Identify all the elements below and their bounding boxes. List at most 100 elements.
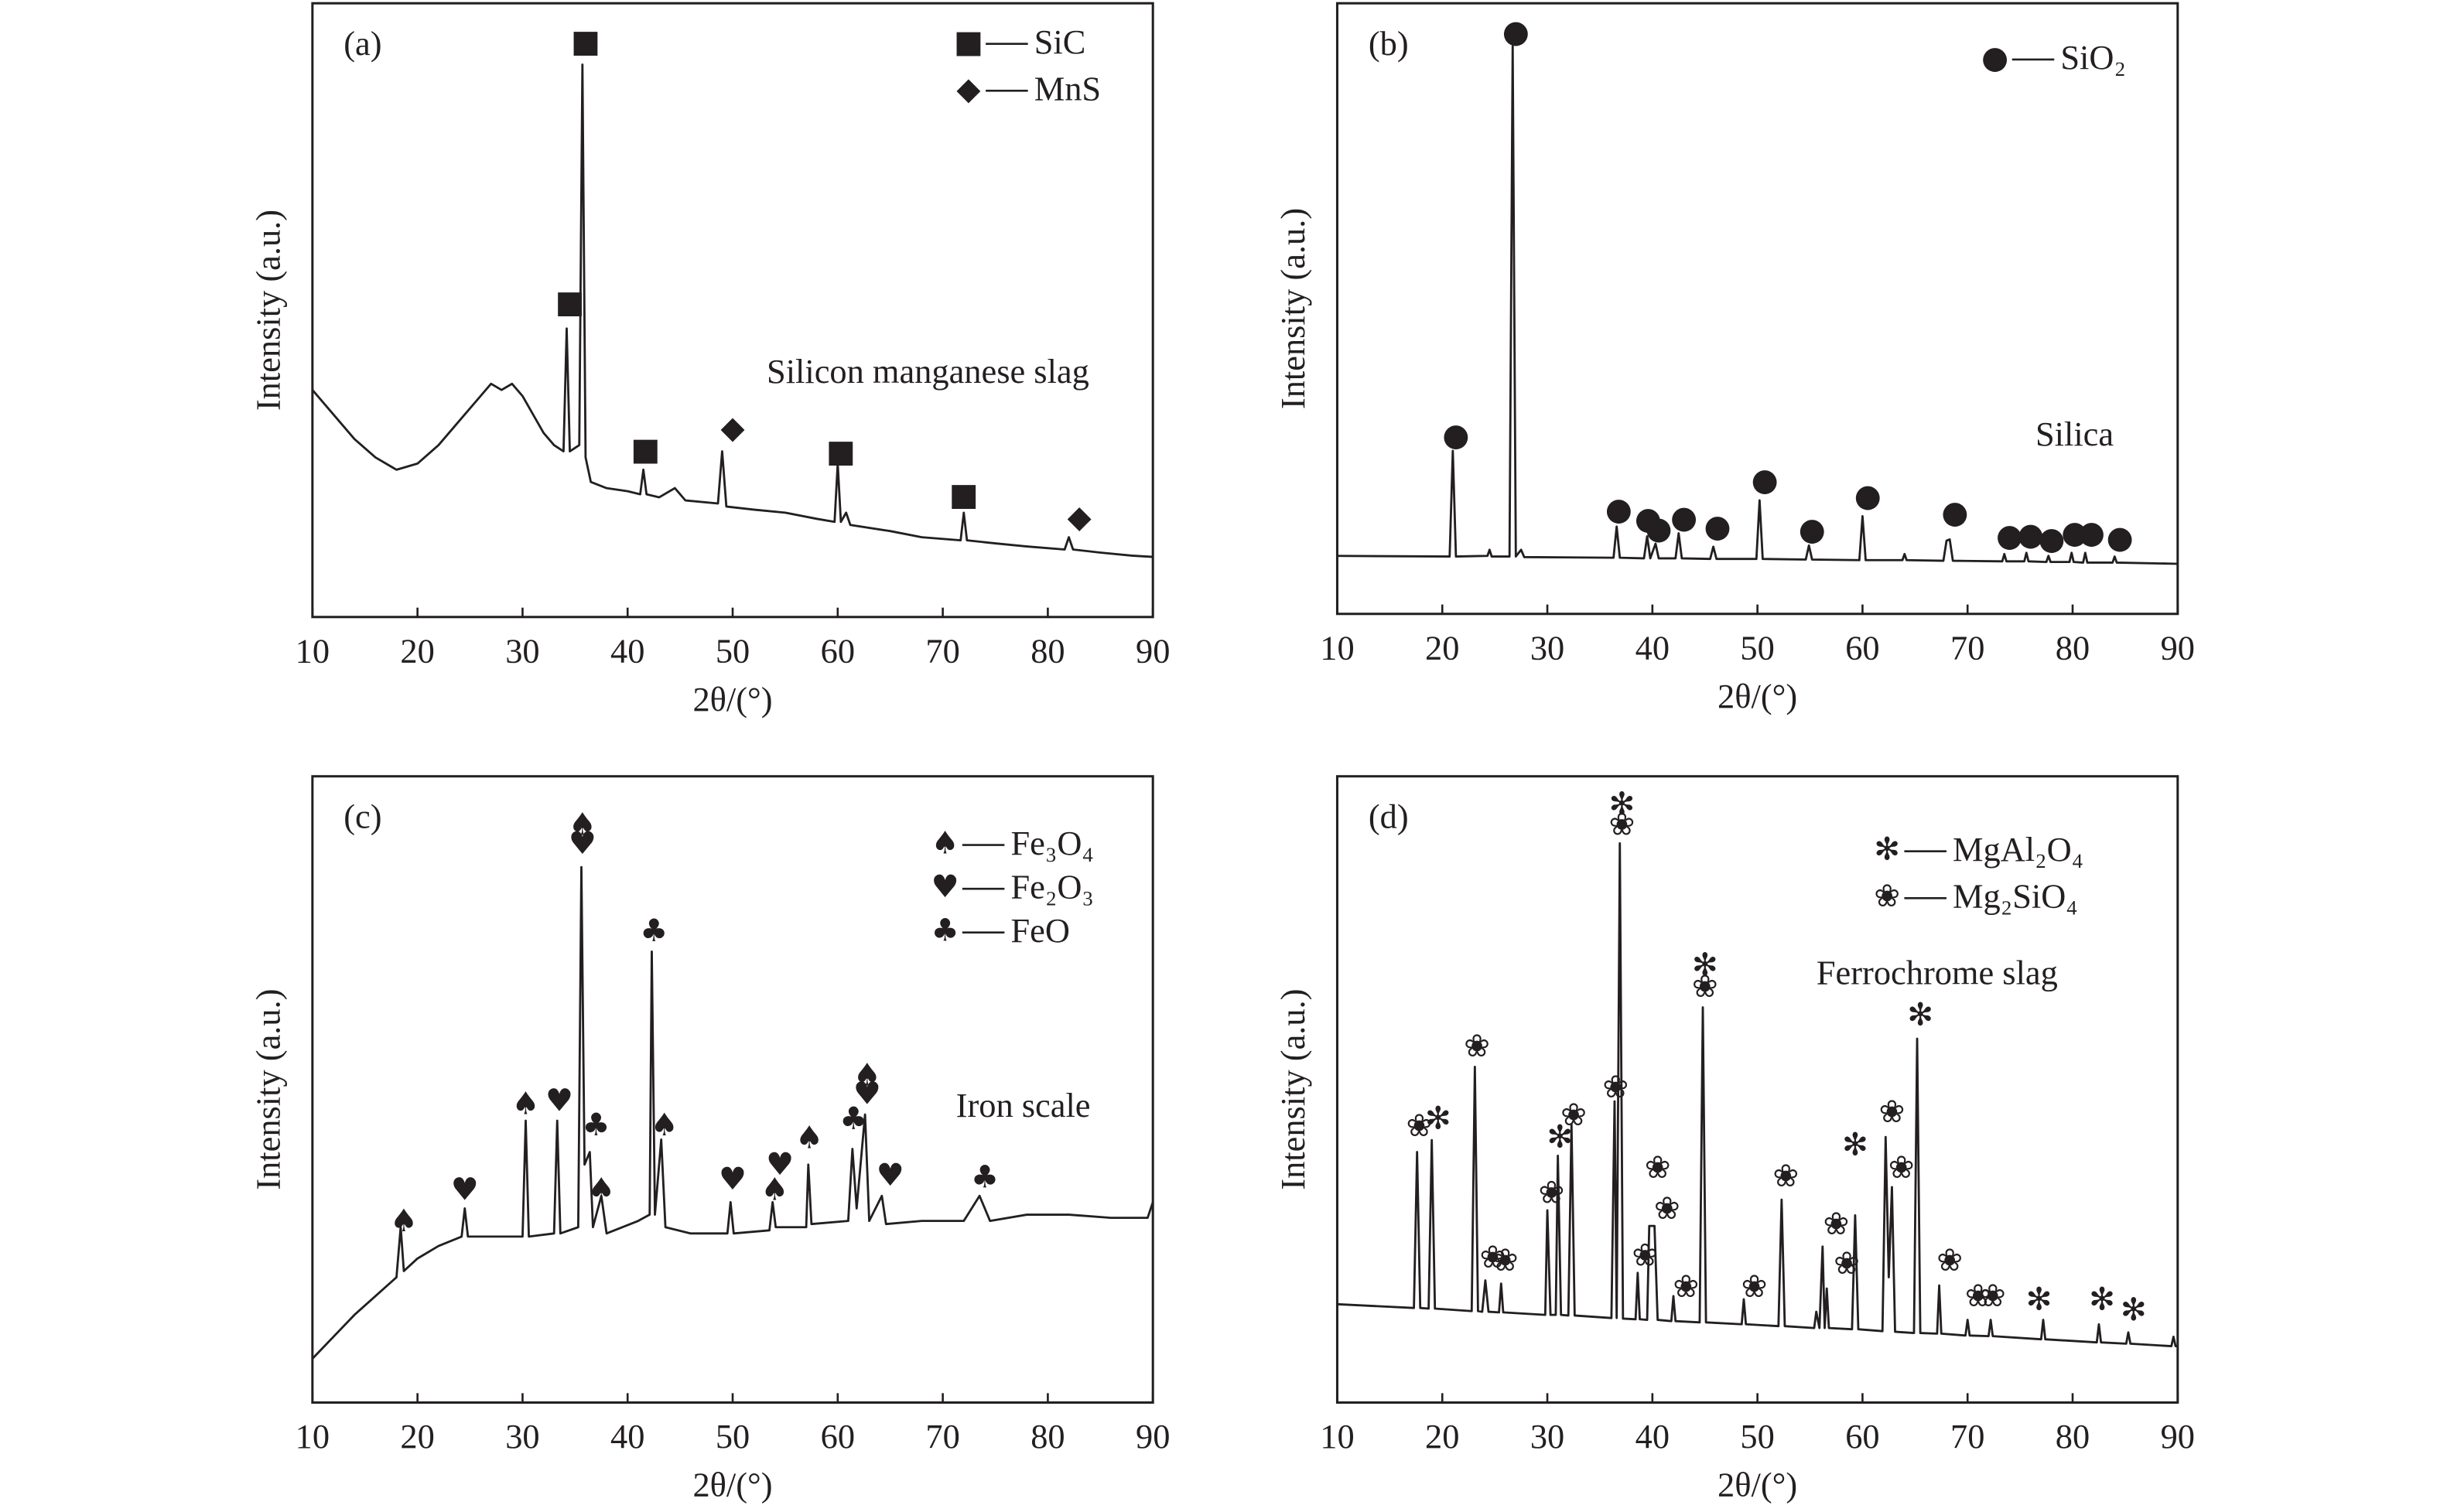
peak-marker: ♠ bbox=[651, 1107, 678, 1143]
xrd-curve bbox=[311, 865, 1154, 1360]
x-tick-label: 60 bbox=[821, 1417, 855, 1456]
peak-marker: ● bbox=[1635, 500, 1662, 537]
peak-marker: ❀ bbox=[1888, 1149, 1915, 1186]
annotation: Silica bbox=[2035, 415, 2114, 453]
x-axis-label: 2θ/(°) bbox=[1718, 1466, 1797, 1504]
peak-marker: ❀ bbox=[1464, 1028, 1490, 1064]
peak-marker: ✻ bbox=[1842, 1126, 1868, 1162]
peak-marker: ♥ bbox=[569, 825, 596, 862]
peak-marker: ■ bbox=[949, 476, 979, 513]
x-tick-label: 80 bbox=[2056, 628, 2090, 667]
peak-marker: ✻ bbox=[2121, 1292, 2147, 1328]
annotation: Silicon manganese slag bbox=[767, 352, 1089, 391]
peak-marker: ❀ bbox=[1741, 1268, 1768, 1305]
peak-marker: ● bbox=[1605, 491, 1632, 527]
peak-marker: ♣ bbox=[582, 1107, 610, 1143]
x-tick-label: 10 bbox=[296, 631, 330, 670]
peak-marker: ❀ bbox=[1673, 1268, 1699, 1305]
peak-marker: ♣ bbox=[839, 1101, 867, 1137]
x-tick-label: 20 bbox=[1425, 1417, 1459, 1456]
peak-marker: ● bbox=[2061, 514, 2088, 551]
peak-marker: ✻ bbox=[2026, 1281, 2052, 1317]
x-tick-label: 80 bbox=[1031, 1417, 1065, 1456]
xrd-curve bbox=[1337, 45, 2178, 565]
x-tick-label: 30 bbox=[1530, 628, 1564, 667]
peak-marker: ● bbox=[1941, 494, 1968, 531]
peak-marker: ■ bbox=[555, 284, 584, 320]
peak-marker: ♥ bbox=[451, 1172, 479, 1208]
peak-marker: ● bbox=[1704, 508, 1731, 544]
peak-marker: ❀ bbox=[1539, 1175, 1565, 1211]
peak-marker: ● bbox=[1442, 417, 1469, 453]
x-tick-label: 90 bbox=[2161, 1417, 2195, 1456]
x-axis-label: 2θ/(°) bbox=[1718, 677, 1797, 715]
peak-marker: ♥ bbox=[545, 1083, 573, 1119]
legend-symbol: ✻ bbox=[1874, 831, 1900, 868]
x-tick-label: 30 bbox=[505, 631, 539, 670]
peak-marker: ✻ bbox=[1609, 786, 1635, 822]
peak-marker: ❀ bbox=[1480, 1239, 1506, 1275]
legend-symbol: ♥ bbox=[931, 869, 959, 905]
peak-marker: ❀ bbox=[1406, 1108, 1432, 1144]
peak-marker: ♠ bbox=[511, 1086, 539, 1122]
panel-label: (b) bbox=[1369, 24, 1409, 63]
peak-marker: ● bbox=[2038, 520, 2065, 557]
legend-label: SiC bbox=[1034, 22, 1086, 61]
y-axis-label: Intensity (a.u.) bbox=[249, 210, 288, 411]
x-tick-label: 50 bbox=[1740, 1417, 1774, 1456]
x-tick-label: 10 bbox=[1320, 1417, 1354, 1456]
peak-marker: ♠ bbox=[853, 1056, 881, 1093]
peak-marker: ❀ bbox=[1654, 1190, 1680, 1227]
peak-marker: ❀ bbox=[1492, 1242, 1519, 1278]
peak-marker: ♠ bbox=[569, 807, 596, 843]
x-tick-label: 10 bbox=[296, 1417, 330, 1456]
peak-marker: ♥ bbox=[719, 1161, 747, 1197]
x-tick-label: 70 bbox=[925, 1417, 959, 1456]
peak-marker: ◆ bbox=[720, 410, 744, 446]
peak-marker: ● bbox=[1996, 517, 2023, 554]
x-tick-label: 60 bbox=[821, 631, 855, 670]
x-tick-label: 20 bbox=[400, 631, 434, 670]
panel-label: (c) bbox=[344, 797, 381, 835]
legend-label: SiO₂ bbox=[2060, 38, 2126, 77]
peak-marker: ■ bbox=[826, 433, 856, 469]
peak-marker: ✻ bbox=[1425, 1100, 1451, 1136]
x-tick-label: 40 bbox=[1635, 628, 1670, 667]
x-axis-label: 2θ/(°) bbox=[692, 1466, 772, 1504]
x-tick-label: 70 bbox=[1950, 1417, 1984, 1456]
peak-marker: ● bbox=[1854, 478, 1882, 514]
x-tick-label: 20 bbox=[400, 1417, 434, 1456]
legend-label: MnS bbox=[1034, 70, 1101, 108]
x-tick-label: 80 bbox=[2056, 1417, 2090, 1456]
x-tick-label: 30 bbox=[1530, 1417, 1564, 1456]
legend-symbol: ◆ bbox=[956, 70, 980, 107]
annotation: Ferrochrome slag bbox=[1817, 953, 2058, 992]
peak-marker: ■ bbox=[571, 23, 600, 60]
peak-marker: ♥ bbox=[877, 1157, 904, 1193]
legend-symbol: ■ bbox=[954, 24, 983, 60]
peak-marker: ◆ bbox=[1068, 499, 1092, 535]
peak-marker: ❀ bbox=[1692, 968, 1718, 1005]
legend-label: FeO bbox=[1010, 911, 1069, 950]
annotation: Iron scale bbox=[956, 1086, 1091, 1125]
x-tick-label: 70 bbox=[925, 631, 959, 670]
peak-marker: ■ bbox=[631, 432, 660, 468]
peak-marker: ❀ bbox=[1936, 1242, 1963, 1278]
peak-marker: ❀ bbox=[1965, 1278, 1991, 1314]
peak-marker: ● bbox=[2017, 516, 2044, 552]
x-tick-label: 10 bbox=[1320, 628, 1354, 667]
x-tick-label: 50 bbox=[716, 1417, 750, 1456]
peak-marker: ● bbox=[1670, 499, 1697, 535]
peak-marker: ❀ bbox=[1602, 1069, 1629, 1105]
x-tick-label: 50 bbox=[1740, 628, 1774, 667]
peak-marker: ♥ bbox=[853, 1076, 881, 1112]
x-tick-label: 80 bbox=[1031, 631, 1065, 670]
peak-marker: ● bbox=[1645, 510, 1672, 547]
x-tick-label: 60 bbox=[1845, 1417, 1879, 1456]
x-tick-label: 40 bbox=[610, 631, 644, 670]
x-tick-label: 40 bbox=[1635, 1417, 1670, 1456]
xrd-curve bbox=[311, 63, 1154, 558]
y-axis-label: Intensity (a.u.) bbox=[249, 989, 288, 1190]
